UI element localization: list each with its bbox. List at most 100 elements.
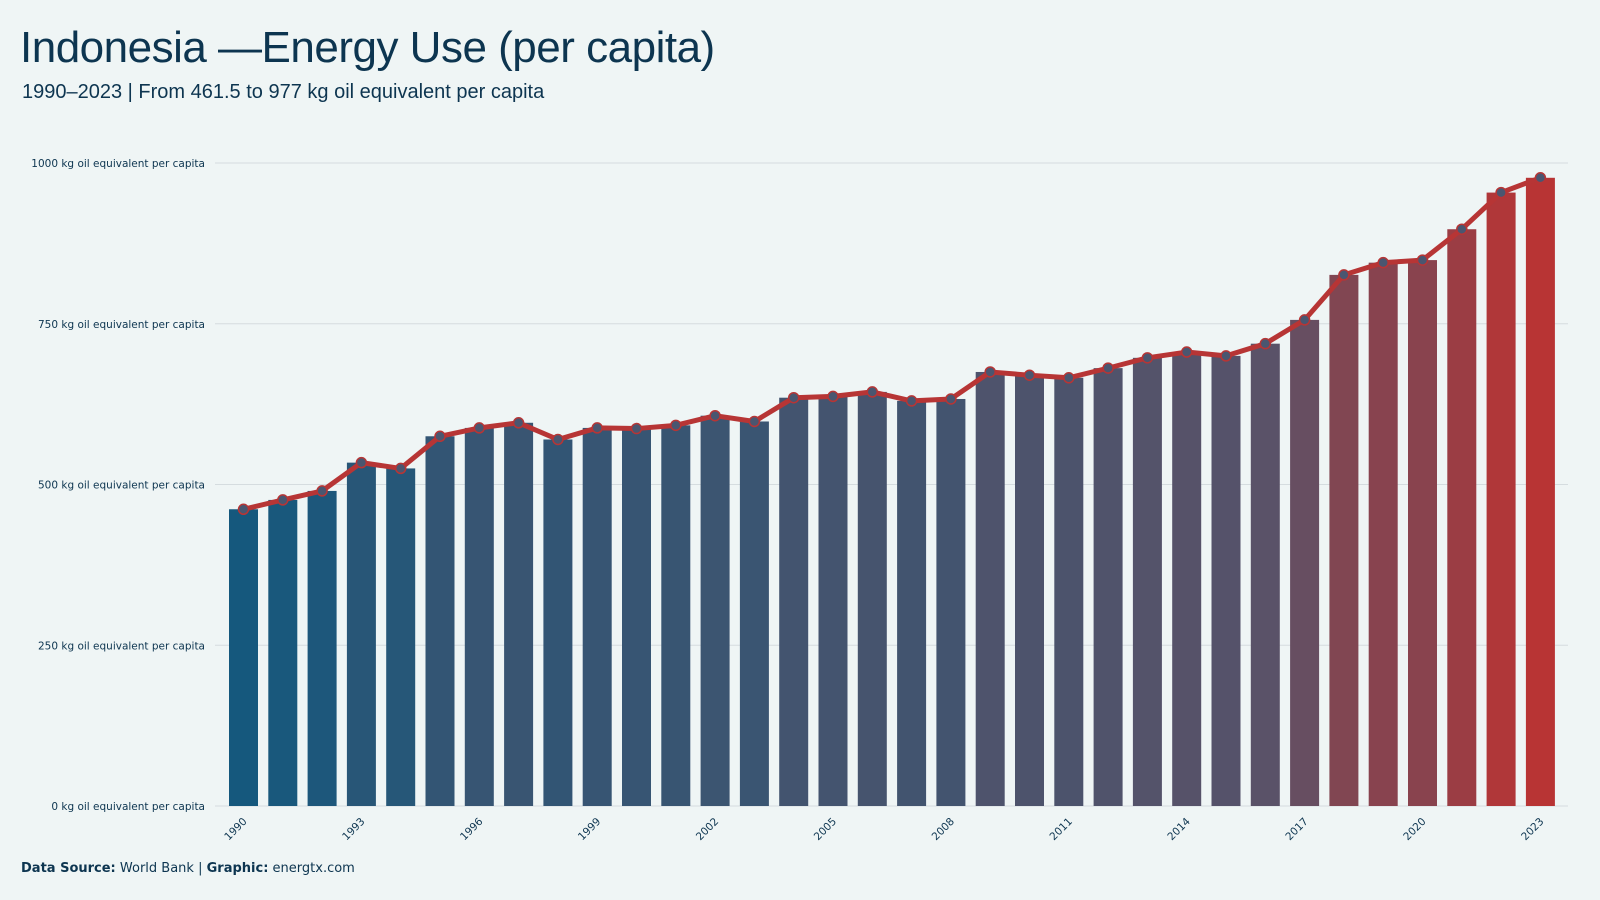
bar-2007 bbox=[897, 400, 927, 806]
marker-2022 bbox=[1495, 186, 1507, 199]
chart-subtitle: 1990–2023 | From 461.5 to 977 kg oil equ… bbox=[22, 81, 545, 103]
marker-1990 bbox=[237, 503, 250, 516]
bar-1994 bbox=[386, 468, 416, 806]
footer: Data Source: World Bank | Graphic: energ… bbox=[21, 860, 355, 878]
y-tick-label: 0 kg oil equivalent per capita bbox=[51, 801, 205, 813]
y-axis-ticks: 0 kg oil equivalent per capita 250 kg oil… bbox=[31, 158, 205, 813]
bar-2022 bbox=[1486, 192, 1516, 806]
trend-line-path bbox=[241, 175, 1543, 512]
x-tick-label: 1996 bbox=[458, 815, 486, 843]
bar-2009 bbox=[975, 371, 1005, 806]
bar-1990 bbox=[229, 509, 258, 806]
marker-2011 bbox=[1063, 372, 1075, 384]
graphic-label: Graphic: bbox=[206, 861, 269, 876]
marker-2010 bbox=[1023, 369, 1036, 381]
marker-1999 bbox=[591, 422, 603, 434]
x-tick-label: 1990 bbox=[222, 816, 249, 843]
bar-1992 bbox=[307, 490, 337, 806]
marker-1992 bbox=[316, 485, 328, 497]
marker-2001 bbox=[670, 419, 682, 432]
x-axis-ticks: 1990 1993 1996 1999 2002 2005 2008 2011 2014 2017… bbox=[222, 815, 1546, 843]
marker-2012 bbox=[1102, 362, 1114, 374]
bar-2020 bbox=[1408, 260, 1437, 806]
bar-2000 bbox=[622, 428, 651, 806]
graphic-value: energtx.com bbox=[272, 861, 355, 876]
marker-2005 bbox=[827, 390, 839, 403]
bar-2004 bbox=[779, 397, 809, 806]
source-value: World Bank bbox=[119, 861, 194, 876]
marker-2021 bbox=[1456, 223, 1468, 235]
marker-2003 bbox=[748, 415, 761, 428]
x-tick-label: 2002 bbox=[694, 816, 721, 843]
bar-2021 bbox=[1447, 229, 1477, 806]
bar-1993 bbox=[346, 462, 376, 806]
bar-1996 bbox=[464, 427, 494, 806]
bar-2023 bbox=[1525, 177, 1555, 806]
bar-2002 bbox=[700, 415, 730, 806]
marker-1991 bbox=[277, 494, 289, 506]
bar-1999 bbox=[582, 427, 612, 806]
bar-2014 bbox=[1172, 352, 1202, 806]
marker-2020 bbox=[1416, 254, 1429, 266]
x-tick-label: 2023 bbox=[1519, 816, 1546, 843]
bar-2016 bbox=[1250, 343, 1280, 806]
marker-1995 bbox=[434, 430, 446, 443]
marker-1998 bbox=[552, 433, 564, 446]
x-tick-label: 2005 bbox=[812, 816, 839, 843]
x-tick-label: 2017 bbox=[1283, 816, 1310, 843]
x-tick-label: 1999 bbox=[576, 816, 603, 843]
x-tick-label: 2020 bbox=[1401, 816, 1428, 843]
marker-2006 bbox=[866, 386, 879, 398]
marker-2019 bbox=[1377, 256, 1389, 269]
marker-2000 bbox=[630, 422, 643, 435]
marker-2014 bbox=[1180, 346, 1193, 358]
marker-1996 bbox=[473, 422, 486, 434]
bar-2003 bbox=[739, 421, 769, 806]
bar-2012 bbox=[1093, 368, 1123, 806]
bar-2001 bbox=[661, 425, 691, 806]
marker-2002 bbox=[709, 409, 721, 422]
marker-1993 bbox=[355, 456, 368, 469]
marker-1997 bbox=[512, 417, 525, 429]
x-tick-label: 2014 bbox=[1165, 815, 1193, 843]
markers bbox=[237, 172, 1547, 516]
marker-2023 bbox=[1534, 172, 1547, 184]
marker-2007 bbox=[905, 395, 918, 407]
marker-2016 bbox=[1259, 337, 1272, 350]
bar-2011 bbox=[1054, 377, 1084, 806]
y-tick-label: 750 kg oil equivalent per capita bbox=[38, 319, 205, 331]
marker-2004 bbox=[787, 391, 800, 404]
bar-2010 bbox=[1015, 375, 1044, 806]
bar-2008 bbox=[936, 398, 966, 806]
marker-2017 bbox=[1298, 314, 1311, 326]
y-tick-label: 1000 kg oil equivalent per capita bbox=[31, 158, 205, 170]
y-tick-label: 500 kg oil equivalent per capita bbox=[38, 480, 205, 492]
marker-2018 bbox=[1338, 269, 1350, 281]
x-tick-label: 2011 bbox=[1048, 816, 1075, 843]
bar-2019 bbox=[1368, 262, 1398, 806]
marker-2015 bbox=[1220, 350, 1232, 362]
bar-2013 bbox=[1132, 357, 1162, 806]
bar-2017 bbox=[1290, 319, 1320, 806]
bar-1997 bbox=[504, 422, 534, 806]
bar-2015 bbox=[1211, 355, 1241, 806]
y-tick-label: 250 kg oil equivalent per capita bbox=[38, 640, 205, 652]
bar-1995 bbox=[425, 436, 455, 806]
marker-1994 bbox=[394, 462, 407, 475]
marker-2009 bbox=[984, 366, 996, 378]
bar-2018 bbox=[1329, 274, 1359, 807]
gridlines bbox=[215, 162, 1568, 807]
bar-1991 bbox=[268, 499, 298, 806]
chart-title: Indonesia —Energy Use (per capita) bbox=[20, 23, 715, 72]
marker-2013 bbox=[1141, 352, 1154, 364]
marker-2008 bbox=[945, 393, 957, 405]
x-tick-label: 1993 bbox=[340, 816, 367, 843]
bars bbox=[229, 177, 1555, 807]
bar-2006 bbox=[857, 391, 887, 806]
x-tick-label: 2008 bbox=[930, 816, 957, 843]
bar-1998 bbox=[543, 439, 573, 806]
trend-line bbox=[241, 175, 1543, 512]
footer-separator: | bbox=[198, 861, 203, 876]
source-label: Data Source: bbox=[21, 861, 116, 876]
